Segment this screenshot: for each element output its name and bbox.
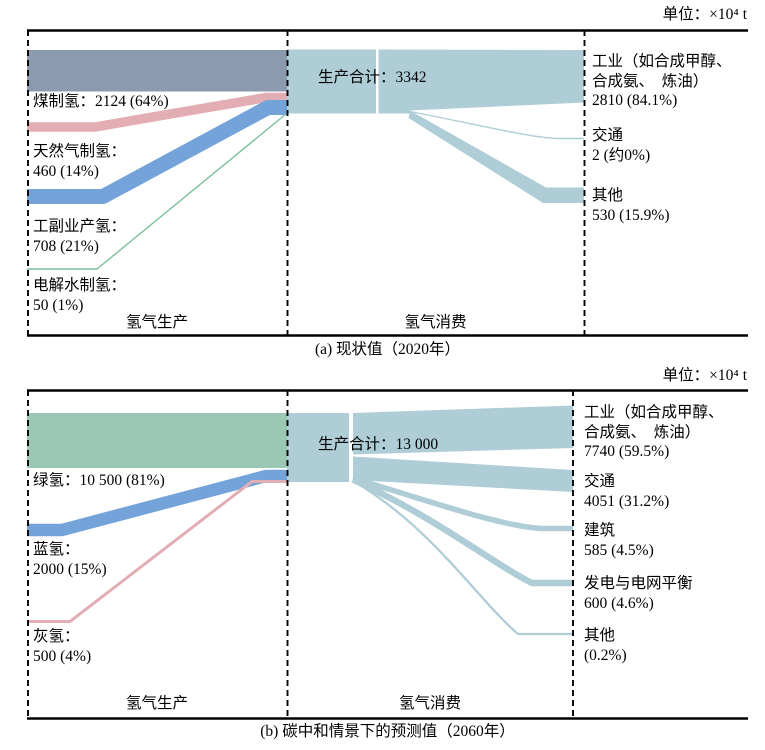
use-label-transport-a: 交通 2 (约0%) (592, 127, 651, 164)
coal-hydrogen-band (27, 50, 287, 92)
unit-label-a: 单位：×10⁴ t (662, 6, 747, 23)
natural-gas-hydrogen-flow (27, 92, 287, 132)
industry-consumption-flow-a (378, 49, 584, 114)
source-label-coal: 煤制氢：2124 (64%) (33, 93, 169, 110)
use-label-transport-b: 交通 4051 (31.2%) (584, 473, 670, 510)
other-consumption-flow-a (408, 110, 584, 203)
source-label-blue-h2: 蓝氢： 2000 (15%) (33, 541, 107, 578)
transport-consumption-flow-a (409, 110, 584, 140)
production-total-b: 生产合计：13 000 (318, 436, 439, 453)
production-total-box-b (287, 413, 349, 482)
transport-consumption-flow-b (353, 456, 573, 492)
industrial-byproduct-hydrogen-flow (27, 100, 287, 204)
use-label-building-b: 建筑 585 (4.5%) (584, 522, 654, 559)
axis-label-consumption-a: 氢气消费 (404, 314, 467, 331)
unit-label-b: 单位：×10⁴ t (662, 367, 747, 384)
other-consumption-flow-b (352, 480, 573, 636)
blue-hydrogen-flow (27, 469, 287, 537)
use-label-power-grid-b: 发电与电网平衡 600 (4.6%) (584, 575, 693, 612)
green-hydrogen-band (27, 413, 287, 468)
use-label-other-b: 其他 (0.2%) (584, 627, 627, 664)
production-total-box-a (287, 49, 376, 114)
axis-label-consumption-b: 氢气消费 (398, 695, 461, 712)
use-label-industry-b: 工业（如合成甲醇、 合成氨、 炼油） 7740 (59.5%) (584, 404, 724, 460)
source-label-grey-h2: 灰氢： 500 (4%) (33, 628, 92, 665)
industry-consumption-flow-b (353, 405, 573, 455)
production-total-a: 生产合计：3342 (318, 69, 427, 86)
axis-label-production-a: 氢气生产 (125, 314, 188, 331)
caption-b: (b) 碳中和情景下的预测值（2060年） (260, 723, 515, 740)
building-consumption-flow-b (352, 475, 573, 532)
power-grid-consumption-flow-b (351, 476, 573, 587)
source-label-electrolysis: 电解水制氢： 50 (1%) (33, 277, 127, 314)
electrolysis-hydrogen-flow (27, 113, 287, 270)
source-label-byproduct: 工副业产氢： 708 (21%) (33, 218, 127, 255)
source-label-natural-gas: 天然气制氢： 460 (14%) (33, 143, 127, 180)
use-label-other-a: 其他 530 (15.9%) (592, 187, 670, 224)
caption-a: (a) 现状值（2020年） (314, 341, 461, 358)
source-label-green-h2: 绿氢：10 500 (81%) (33, 472, 165, 489)
use-label-industry-a: 工业（如合成甲醇、 合成氨、 炼油） 2810 (84.1%) (592, 53, 732, 109)
axis-label-production-b: 氢气生产 (125, 695, 188, 712)
grey-hydrogen-flow (27, 480, 287, 623)
